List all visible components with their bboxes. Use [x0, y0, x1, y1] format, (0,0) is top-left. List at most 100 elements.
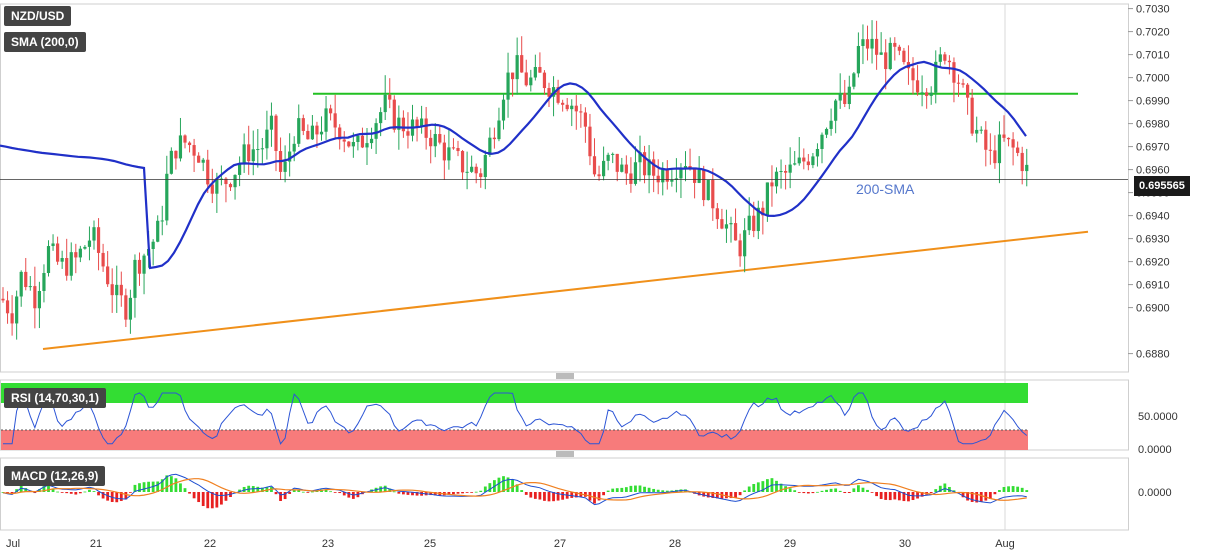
macd-histogram-bar: [729, 492, 733, 499]
macd-histogram-bar: [543, 492, 546, 501]
macd-histogram-bar: [74, 492, 78, 495]
candle-body: [1, 298, 5, 301]
macd-histogram-bar: [847, 492, 851, 494]
macd-histogram-bar: [811, 492, 815, 494]
candle-body: [438, 134, 442, 143]
candle-body: [447, 147, 451, 161]
macd-histogram-bar: [88, 489, 91, 492]
candle-body: [137, 259, 142, 274]
macd-histogram-bar: [820, 490, 824, 492]
candle-body: [315, 125, 319, 135]
candle-body: [797, 157, 801, 164]
macd-histogram-bar: [624, 487, 628, 492]
macd-histogram-bar: [10, 492, 14, 494]
macd-histogram-bar: [715, 492, 719, 499]
candle-body: [83, 246, 87, 249]
candle-body: [702, 169, 706, 201]
candle-body: [115, 284, 119, 296]
candle-body: [297, 118, 301, 144]
candle-body: [815, 148, 820, 157]
macd-histogram-bar: [570, 492, 574, 498]
y-tick-label: 0.6940: [1136, 211, 1170, 223]
candle-body: [611, 153, 615, 155]
macd-histogram-bar: [948, 486, 951, 492]
candle-body: [124, 295, 128, 320]
macd-histogram-bar: [897, 492, 901, 501]
rsi-zero-label: 0.0000: [1138, 444, 1172, 456]
sma-legend-label: SMA (200,0): [4, 32, 86, 52]
macd-histogram-bar: [342, 492, 346, 496]
candle-body: [1011, 139, 1015, 148]
candle-body: [492, 137, 496, 140]
candle-body: [683, 166, 688, 169]
macd-histogram-bar: [220, 492, 223, 505]
candle-body: [793, 163, 797, 165]
sma-annotation: 200-SMA: [856, 181, 915, 197]
candle-body: [774, 171, 779, 187]
macd-histogram-bar: [775, 480, 778, 492]
candle-body: [547, 88, 551, 97]
candle-body: [693, 168, 697, 183]
macd-histogram-bar: [515, 484, 519, 492]
macd-histogram-bar: [643, 486, 646, 492]
candle-body: [952, 62, 956, 83]
macd-histogram-bar: [415, 492, 419, 496]
candle-body: [761, 207, 765, 216]
candle-body: [875, 38, 879, 55]
macd-histogram-bar: [411, 492, 414, 496]
macd-histogram-bar: [866, 489, 869, 492]
candle-body: [820, 134, 824, 149]
candle-body: [46, 246, 51, 274]
macd-histogram-bar: [215, 492, 219, 508]
macd-histogram-bar: [183, 488, 187, 492]
macd-histogram-bar: [943, 483, 947, 492]
rsi-overbought-zone: [1, 383, 1028, 403]
macd-histogram-bar: [60, 492, 64, 493]
x-tick-label: 25: [424, 538, 436, 550]
macd-histogram-bar: [101, 492, 105, 499]
macd-histogram-bar: [711, 492, 715, 498]
candle-body: [947, 60, 951, 63]
macd-histogram-bar: [470, 492, 474, 493]
candle-body: [852, 73, 856, 87]
macd-histogram-bar: [433, 492, 437, 496]
macd-histogram-bar: [156, 481, 160, 492]
macd-histogram-bar: [78, 492, 82, 494]
candle-body: [69, 252, 73, 276]
macd-histogram-bar: [725, 492, 728, 499]
candle-body: [187, 142, 192, 146]
candle-body: [838, 93, 842, 101]
macd-histogram-bar: [6, 492, 9, 493]
candle-body: [670, 179, 674, 182]
macd-histogram-bar: [429, 492, 433, 496]
y-tick-label: 0.6920: [1136, 257, 1170, 269]
candle-body: [256, 149, 260, 151]
macd-histogram-bar: [160, 479, 164, 492]
macd-histogram-bar: [1011, 486, 1015, 492]
candle-body: [78, 248, 82, 258]
y-tick-label: 0.6910: [1136, 280, 1170, 292]
candle-body: [802, 157, 806, 162]
macd-histogram-bar: [615, 488, 619, 492]
candle-body: [642, 152, 647, 176]
x-tick-label: 30: [899, 538, 911, 550]
candle-body: [128, 297, 132, 320]
candle-body: [542, 72, 547, 89]
candle-body: [984, 129, 988, 150]
macd-histogram-bar: [447, 492, 451, 495]
candle-body: [197, 155, 201, 163]
candle-body: [33, 286, 37, 309]
candle-body: [724, 224, 729, 229]
macd-histogram-bar: [210, 492, 214, 509]
candle-body: [565, 104, 569, 110]
macd-histogram-bar: [179, 483, 182, 492]
macd-histogram-bar: [138, 483, 141, 492]
candle-body: [42, 273, 46, 291]
y-tick-label: 0.7020: [1136, 27, 1170, 39]
candle-body: [274, 115, 278, 152]
macd-histogram-bar: [397, 492, 401, 494]
macd-histogram-bar: [857, 485, 860, 492]
macd-histogram-bar: [256, 486, 260, 492]
candle-body: [620, 164, 624, 172]
y-tick-label: 0.6930: [1136, 234, 1170, 246]
